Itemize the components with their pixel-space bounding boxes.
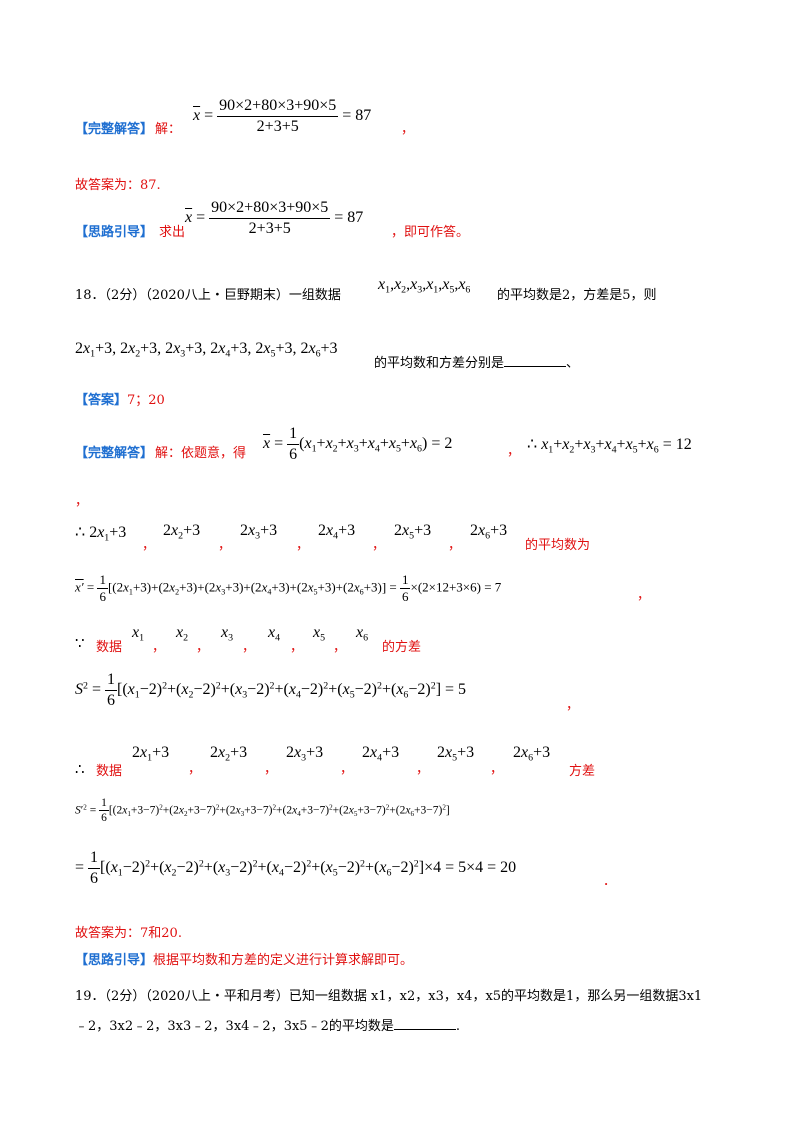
var-x5: x5 [313,624,326,644]
q19-line1: 19．（2分）（2020八上・平和月考）已知一组数据 x1，x2，x3，x4，x… [75,989,703,1004]
therefore-symbol-2: ∴ [75,760,85,778]
full-answer-label: 【完整解答】 [75,446,154,461]
q17-comma: ， [401,122,415,137]
comma-q: ， [490,762,504,777]
comma-l: ， [566,698,580,713]
comma-g: ， [152,640,166,655]
idea-guide-label: 【思路引导】 [75,953,154,968]
q19-line2: ﹣2，3x2﹣2，3x3﹣2，3x4﹣2，3x5﹣2的平均数是 [75,1019,394,1034]
therefore-2x1: ∴ 2x1+3 [75,524,127,544]
comma-b: ， [218,538,232,553]
q18-sum-eq: ∴ x1+x2+x3+x4+x5+x6 = 12 [527,436,692,456]
jie-text: 解： [155,122,182,137]
q18-transformed-set: 2x1+3, 2x2+3, 2x3+3, 2x4+3, 2x5+3, 2x6+3 [75,340,338,360]
because-symbol: ∵ [75,634,85,652]
q17-guide-formula: x = 90×2+80×3+90×5 2+3+5 = 87 [185,199,364,237]
ji-ke-text: ，即可作答。 [391,225,470,240]
variance-result-eq: = 1 6 [(x1−2)2+(x2−2)2+(x3−2)2+(x4−2)2+(x5… [75,849,517,887]
comma-d: ， [372,538,386,553]
comma-n: ， [264,762,278,777]
q18-mean-eq: x = 1 6 (x1+x2+x3+x4+x5+x6) = 2 [263,425,453,463]
de-pingjunshu-wei: 的平均数为 [525,538,591,553]
q18-prefix: 18．（2分）（2020八上・巨野期末）一组数据 [75,288,341,303]
shuju-2: 数据 [96,764,123,779]
q19-line2-end: . [455,1019,460,1034]
new-mean-eq: x′ = 1 6 [(2x1+3)+(2x2+3)+(2x3+3)+(2x4+3)+… [75,572,502,605]
jie-yi-text: 解：依题意，得 [155,446,247,461]
q18-solution-row1: 【完整解答】 解：依题意，得 x = 1 6 (x1+x2+x3+x4+x5+x6)… [75,424,755,468]
new-variance-eq: S′2 = 1 6 [(2x1+3−7)2+(2x2+3−7)2+(2x3+3−7)… [75,797,450,825]
comma-k: ， [333,640,347,655]
expr-2x4: 2x4+3 [318,522,356,542]
expr2-2x1: 2x1+3 [132,744,170,764]
q19-line2-wrap: ﹣2，3x2﹣2，3x3﹣2，3x4﹣2，3x5﹣2的平均数是. [75,1015,460,1034]
variance-eq: S2 = 1 6 [(x1−2)2+(x2−2)2+(x3−2)2+(x4−2)2+… [75,671,467,709]
therefore-symbol: ∴ [75,524,86,541]
idea-guide-label: 【思路引导】 [75,225,154,240]
comma-h: ， [196,640,210,655]
comma-e: ， [448,538,462,553]
q18-stem-line2: 的平均数和方差分别是 、 [374,352,579,371]
q18-suffix2: 的平均数和方差分别是 [374,356,505,371]
qiu-chu-text: 求出 [159,225,186,240]
var-x6: x6 [356,624,369,644]
comma-o: ， [340,762,354,777]
q18-so-answer: 故答案为：7和20. [75,926,182,941]
q18-suffix1: 的平均数是2，方差是5，则 [497,288,657,303]
answer-label: 【答案】 [75,393,128,408]
expr-2x6: 2x6+3 [470,522,508,542]
comma-a: ， [142,538,156,553]
comma-c: ， [296,538,310,553]
full-answer-label: 【完整解答】 [75,122,154,137]
comma-j: ， [290,640,304,655]
q18-stem-line1: 18．（2分）（2020八上・巨野期末）一组数据 [75,284,341,303]
q18-suffix2-end: 、 [566,356,580,371]
expr2-2x3: 2x3+3 [286,744,324,764]
comma-m: ， [188,762,202,777]
expr-2x3: 2x3+3 [240,522,278,542]
q18-guide-row: 【思路引导】根据平均数和方差的定义进行计算求解即可。 [75,949,413,968]
q18-answer-row: 【答案】7；20 [75,389,165,408]
expr2-2x4: 2x4+3 [362,744,400,764]
var-x3: x3 [221,624,234,644]
fangcha-word: 方差 [569,764,596,779]
period-red: ． [603,874,617,889]
answer-blank [504,354,567,367]
comma-p: ， [416,762,430,777]
answer-value: 7；20 [127,393,165,408]
expr2-2x5: 2x5+3 [437,744,475,764]
expr2-2x6: 2x6+3 [513,744,551,764]
q19-answer-blank [393,1017,456,1030]
q18-guide-text: 根据平均数和方差的定义进行计算求解即可。 [153,953,414,968]
var-x4: x4 [268,624,281,644]
q17-so-answer: 故答案为：87. [75,178,161,193]
comma-i: ， [242,640,256,655]
expr2-2x2: 2x2+3 [210,744,248,764]
comma-1: ， [507,444,521,459]
comma-2: ， [75,494,89,509]
expr-2x5: 2x5+3 [394,522,432,542]
q18-data-set: x1,x2,x3,x1,x5,x6 [378,276,471,296]
shuju-1: 数据 [96,640,123,655]
comma-f: ， [637,588,651,603]
var-x1: x1 [132,624,145,644]
expr-2x2: 2x2+3 [163,522,201,542]
q17-mean-formula: x = 90×2+80×3+90×5 2+3+5 = 87 [193,97,372,135]
de-fangcha: 的方差 [382,640,422,655]
var-x2: x2 [176,624,189,644]
